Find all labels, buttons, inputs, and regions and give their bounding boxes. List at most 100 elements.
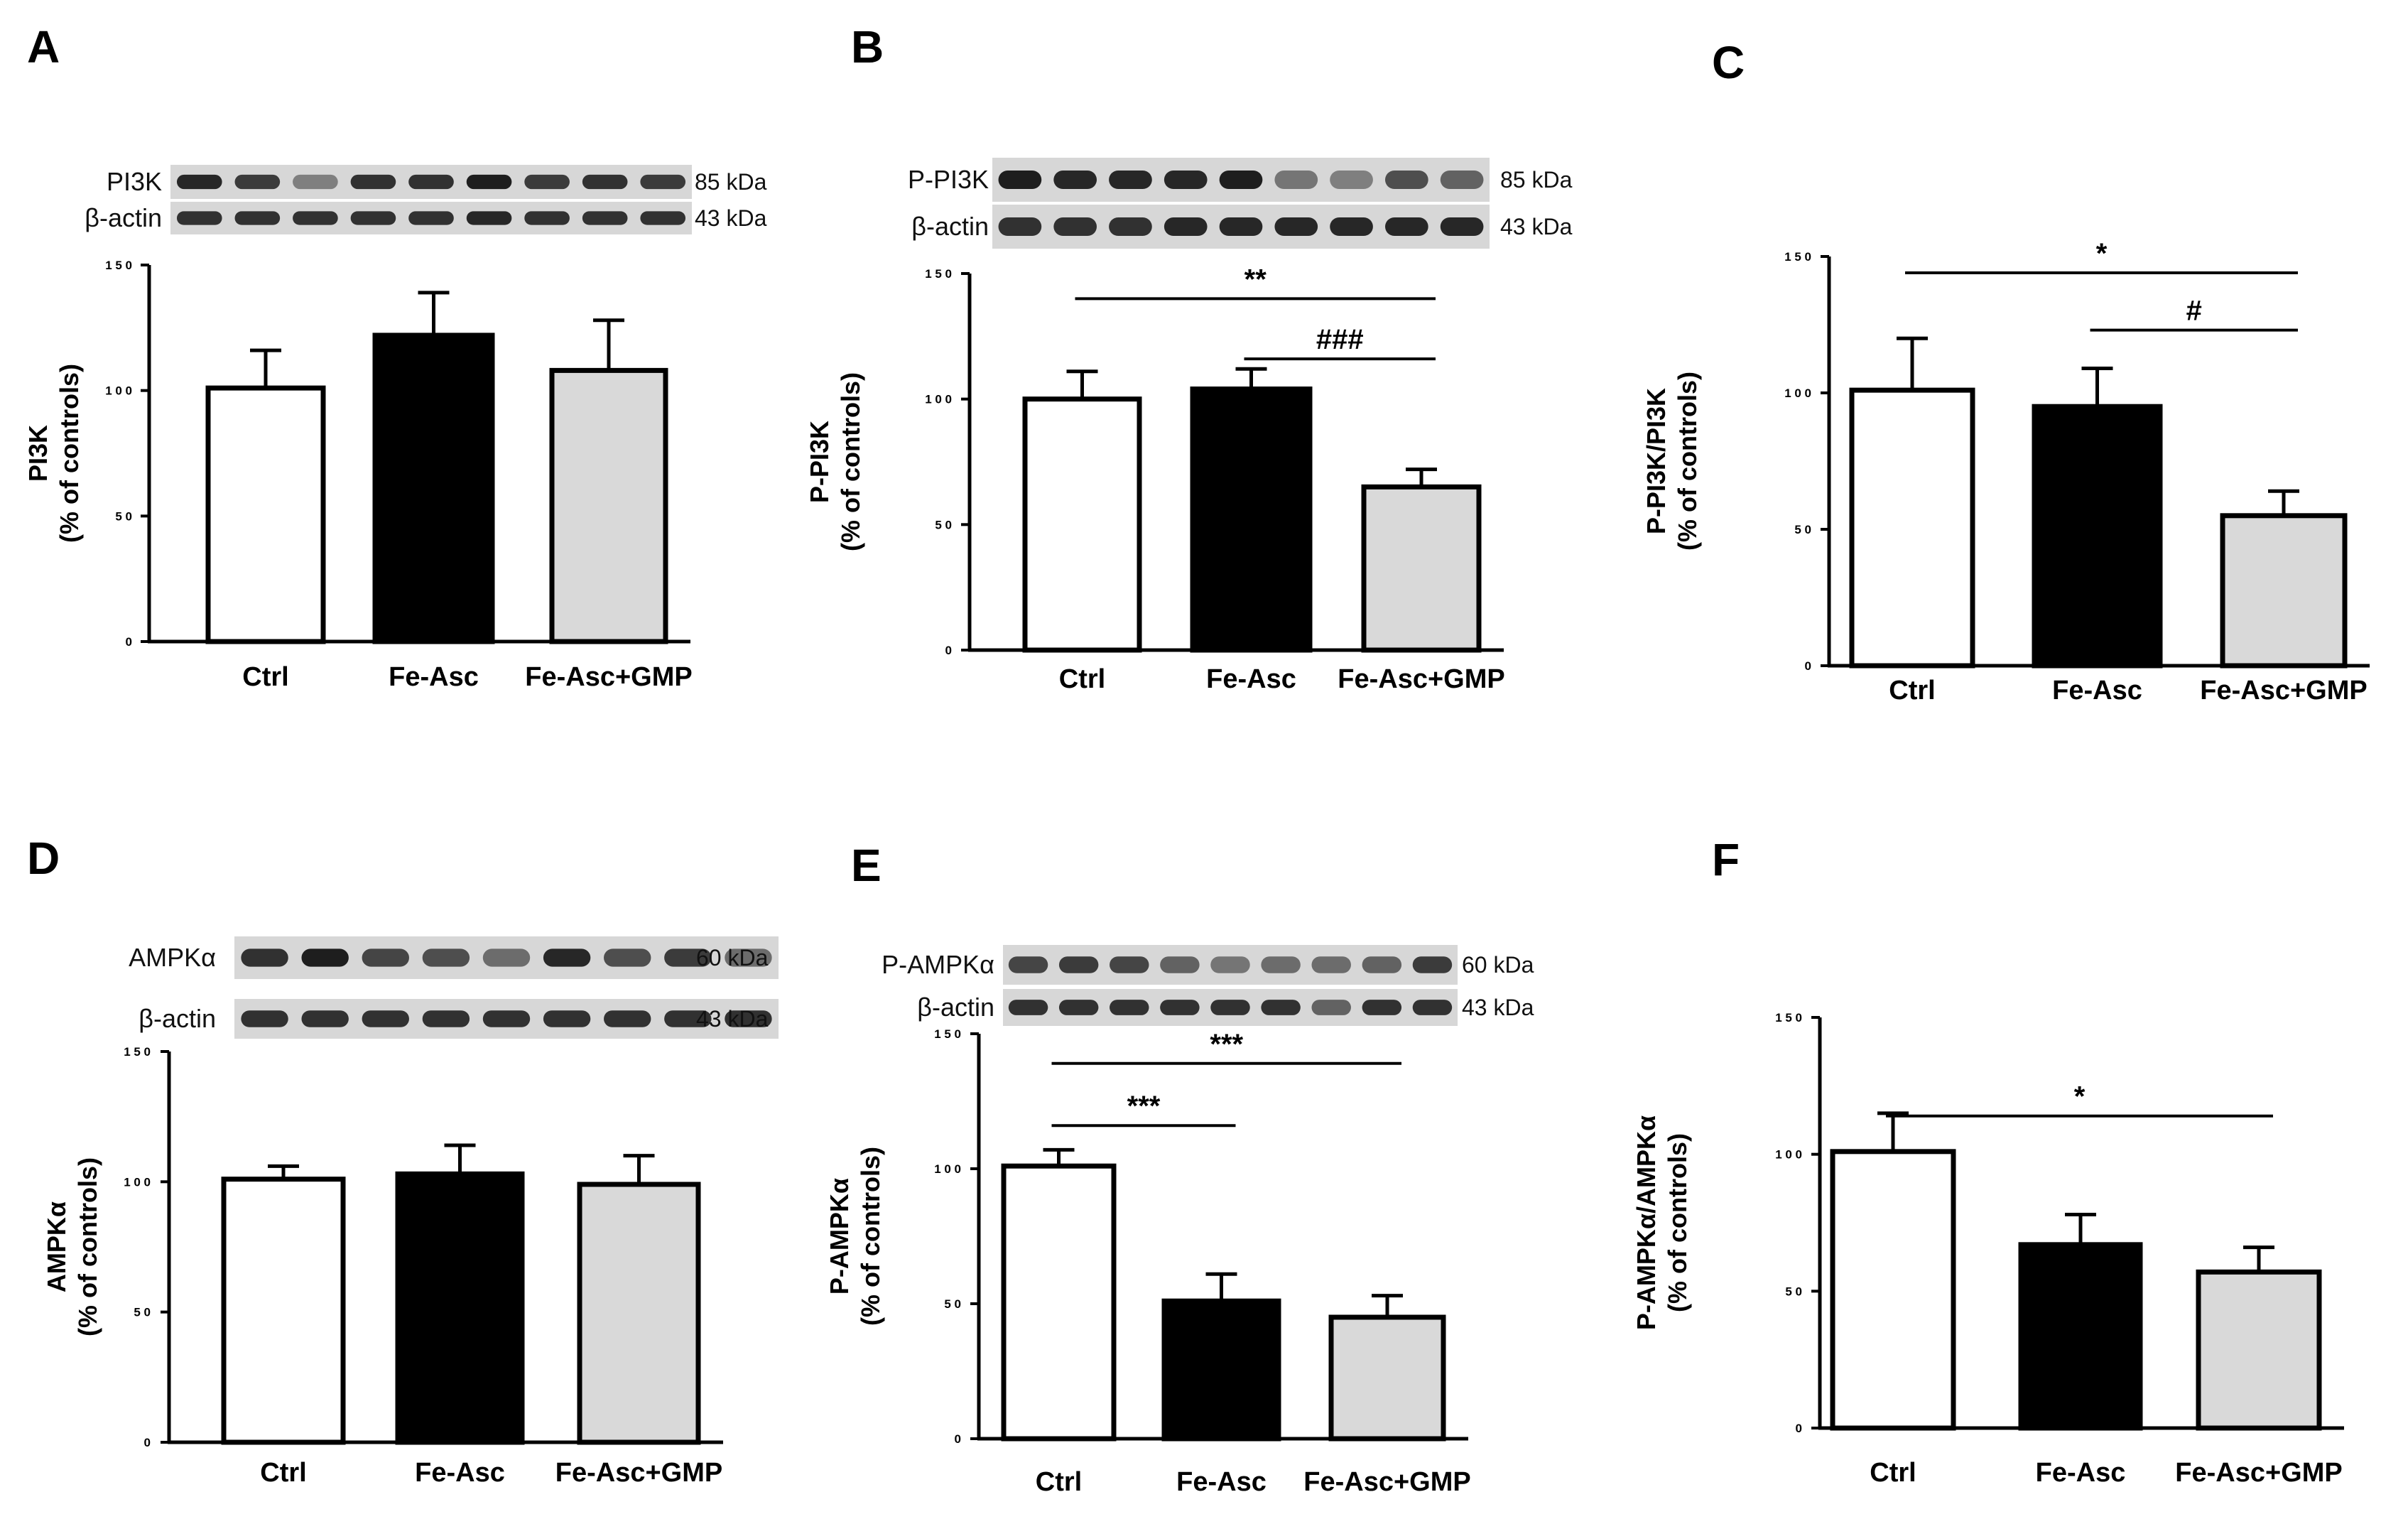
y-tick-label: 5 0 (115, 509, 132, 523)
blot-band (640, 211, 686, 225)
bar-fe_asc_gmp (2196, 1269, 2322, 1431)
category-label: Ctrl (242, 662, 288, 692)
blot-band (640, 174, 686, 190)
blot-band (1385, 170, 1428, 190)
blot-row: PI3K 85 kDa (107, 165, 767, 199)
y-axis-label-line1: P-AMPKα (825, 1178, 854, 1294)
category-label: Ctrl (1059, 664, 1105, 694)
y-axis-label-line1: PI3K (23, 425, 53, 482)
blot-band (1058, 1000, 1099, 1015)
blot-row: P-AMPKα 60 kDa (882, 945, 1534, 985)
blot-band (1110, 956, 1149, 973)
category-label: Ctrl (1036, 1467, 1082, 1497)
y-axis-label-line2: (% of controls) (1673, 372, 1702, 551)
category-label: Fe-Asc+GMP (1303, 1467, 1470, 1497)
blot-band (362, 1010, 409, 1027)
blot-protein-label: AMPKα (129, 943, 216, 972)
blot-kda-label: 43 kDa (1500, 214, 1573, 239)
significance-marker: *** (1210, 1029, 1243, 1060)
blot-band (293, 174, 338, 190)
blot-protein-label: β-actin (911, 212, 989, 241)
panel-letter: F (1712, 834, 1740, 885)
blot-band (524, 211, 570, 225)
blot-band (1164, 170, 1208, 190)
blot-kda-label: 43 kDa (1462, 995, 1534, 1020)
y-axis-label-line2: (% of controls) (856, 1147, 885, 1326)
significance-marker: ### (1316, 324, 1364, 355)
y-tick-label: 0 (144, 1436, 151, 1449)
y-tick-label: 1 5 0 (124, 1045, 151, 1059)
blot-kda-label: 43 kDa (695, 205, 767, 231)
blot-kda-label: 43 kDa (696, 1006, 769, 1032)
bar-fe_asc_gmp (577, 1182, 701, 1445)
bar-fe_asc (1161, 1298, 1281, 1442)
blot-band (1219, 217, 1263, 237)
y-axis-label: P-AMPKα (% of controls) (825, 1147, 885, 1326)
blot-row: β-actin 43 kDa (911, 205, 1573, 249)
blot-band (1311, 1000, 1351, 1015)
significance-marker: * (2074, 1081, 2086, 1113)
category-label: Fe-Asc (389, 662, 479, 692)
panel-letter: E (851, 840, 882, 891)
blot-band (543, 948, 591, 967)
blot-band (1261, 1000, 1301, 1015)
blot-band (1109, 217, 1152, 237)
y-tick-label: 0 (1796, 1422, 1802, 1435)
significance-marker: *** (1127, 1091, 1161, 1122)
blot-band (1412, 956, 1453, 973)
category-label: Fe-Asc+GMP (525, 662, 692, 692)
blot-band (176, 211, 222, 225)
blot-kda-label: 85 kDa (1500, 167, 1573, 193)
y-tick-label: 1 0 0 (105, 384, 132, 398)
bar-fe_asc (395, 1171, 525, 1445)
category-label: Fe-Asc (1176, 1467, 1267, 1497)
y-tick-label: 1 0 0 (934, 1162, 961, 1176)
blot-band (1053, 217, 1097, 237)
blot-kda-label: 85 kDa (695, 169, 767, 195)
y-tick-label: 1 0 0 (1784, 386, 1811, 400)
bar-fe_asc (372, 333, 495, 644)
blot-protein-label: PI3K (107, 167, 162, 196)
significance-marker: ** (1244, 264, 1267, 295)
blot-band (1412, 1000, 1453, 1015)
blot-band (482, 1010, 531, 1027)
y-tick-label: 5 0 (1794, 523, 1811, 536)
y-tick-label: 1 5 0 (925, 267, 952, 281)
panel-a: A PI3K 85 kDa β-actin 43 kDa 0 5 0 1 0 0 1 5 0 PI… (23, 21, 767, 692)
y-axis-label-line2: (% of controls) (1663, 1133, 1692, 1312)
blot-band (1362, 956, 1402, 973)
panel-letter: A (27, 21, 60, 72)
blot-band (176, 174, 222, 190)
blot-band (234, 211, 281, 225)
y-tick-label: 1 0 0 (124, 1175, 151, 1189)
blot-band (1008, 1000, 1048, 1015)
blot-band (725, 948, 772, 967)
y-axis-label: P-PI3K/PI3K (% of controls) (1642, 372, 1702, 551)
blot-band (1160, 956, 1200, 973)
blot-band (466, 211, 512, 225)
blot-band (241, 948, 288, 967)
category-label: Fe-Asc+GMP (2175, 1458, 2342, 1488)
panel-c: C 0 5 0 1 0 0 1 5 0 P-PI3K/PI3K (% of controls… (1642, 37, 2370, 706)
panel-letter: B (851, 21, 884, 72)
y-tick-label: 1 5 0 (1784, 250, 1811, 264)
category-label: Ctrl (1889, 676, 1935, 706)
category-label: Fe-Asc+GMP (555, 1458, 722, 1488)
panel-e: E P-AMPKα 60 kDa β-actin 43 kDa 0 5 0 1 0 0 1 5 … (825, 840, 1534, 1497)
blot-band (998, 217, 1042, 237)
y-axis-label-line1: AMPKα (42, 1201, 71, 1292)
blot-band (543, 1010, 591, 1027)
y-axis-label: P-AMPKα/AMPKα (% of controls) (1632, 1115, 1692, 1330)
bar-ctrl (1849, 387, 1975, 669)
y-tick-label: 5 0 (134, 1306, 151, 1319)
blot-protein-label: β-actin (917, 993, 994, 1022)
category-label: Fe-Asc (2052, 676, 2142, 706)
blot-row: β-actin 43 kDa (139, 999, 779, 1039)
bar-ctrl (1830, 1149, 1956, 1431)
blot-protein-label: β-actin (139, 1004, 216, 1033)
blot-band (998, 170, 1042, 190)
blot-band (1440, 170, 1484, 190)
blot-kda-label: 60 kDa (696, 945, 769, 971)
blot-band (422, 1010, 470, 1027)
